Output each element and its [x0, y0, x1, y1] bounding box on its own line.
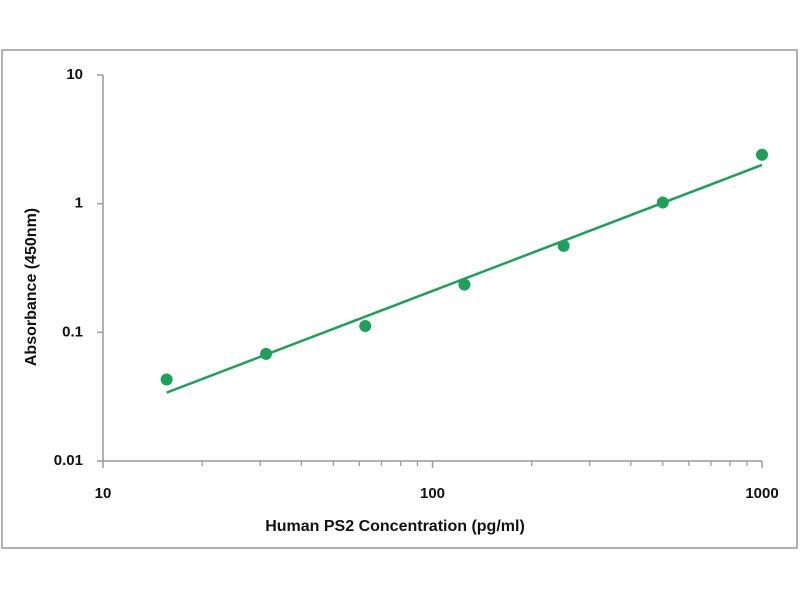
y-axis-label: Absorbance (450nm): [23, 208, 40, 366]
chart-frame: [1, 49, 798, 549]
x-tick-label: 1000: [745, 485, 778, 502]
x-tick-label: 100: [420, 485, 445, 502]
y-tick-label: 0.1: [62, 323, 83, 340]
data-point: [458, 278, 471, 291]
x-axis-label: Human PS2 Concentration (pg/ml): [265, 518, 525, 535]
data-point: [359, 320, 372, 333]
data-point: [160, 373, 173, 386]
y-tick-label: 10: [66, 66, 83, 83]
fit-line: [166, 163, 763, 394]
x-tick-label: 10: [95, 485, 112, 502]
y-tick-label: 1: [75, 195, 83, 212]
y-tick-label: 0.01: [54, 452, 83, 469]
data-point: [756, 148, 768, 161]
